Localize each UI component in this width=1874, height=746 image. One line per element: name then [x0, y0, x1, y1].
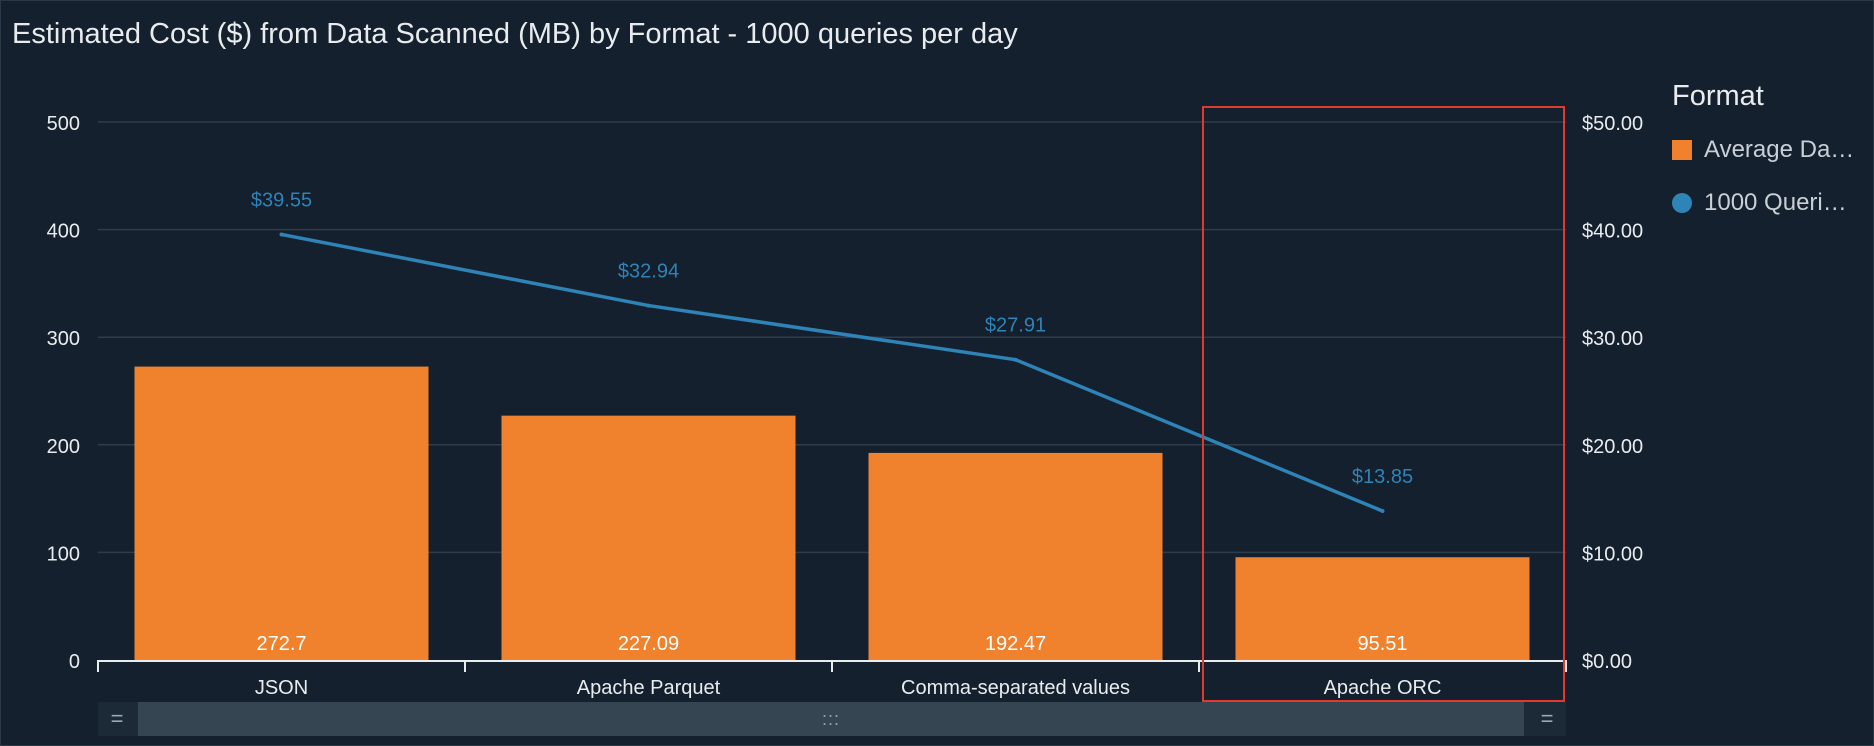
- line-data-label: $32.94: [618, 261, 679, 283]
- scroll-thumb[interactable]: :::: [138, 702, 1524, 736]
- bar-data-label: 272.7: [256, 633, 306, 655]
- legend-item-bar-series[interactable]: Average Da…: [1672, 133, 1872, 167]
- axes: [97, 660, 1567, 672]
- x-category-label: JSON: [255, 677, 308, 699]
- line-point: [279, 232, 284, 237]
- scroll-handle-right[interactable]: =: [1528, 702, 1566, 736]
- legend-swatch-dot: [1672, 193, 1692, 213]
- line-series: $39.55 $32.94 $27.91 $13.85: [251, 189, 1413, 513]
- x-category-label: Apache Parquet: [577, 677, 721, 699]
- y-left-tick-label: 400: [47, 221, 80, 243]
- x-category-label: Comma-separated values: [901, 677, 1130, 699]
- bar-data-label: 227.09: [618, 633, 679, 655]
- legend-label: 1000 Queri…: [1704, 189, 1847, 216]
- highlight-box: [1202, 106, 1565, 702]
- y-right-tick-label: $10.00: [1582, 543, 1643, 565]
- horizontal-scrollbar[interactable]: = ::: =: [98, 702, 1566, 736]
- bar: [501, 415, 796, 660]
- y-right-tick-label: $40.00: [1582, 221, 1643, 243]
- line-point: [1013, 357, 1018, 362]
- y-right-tick-label: $50.00: [1582, 113, 1643, 135]
- y-left-tick-label: 500: [47, 113, 80, 135]
- bar: [868, 452, 1163, 660]
- bar-data-label: 192.47: [985, 633, 1046, 655]
- y-left-tick-label: 100: [47, 543, 80, 565]
- legend-item-line-series[interactable]: 1000 Queri…: [1672, 186, 1872, 220]
- y-right-tick-label: $0.00: [1582, 651, 1632, 673]
- bar-data-label: 95.51: [1357, 633, 1407, 655]
- y-left-tick-label: 0: [69, 651, 80, 673]
- bar: [134, 366, 429, 660]
- legend-label: Average Da…: [1704, 136, 1855, 163]
- scroll-handle-left[interactable]: =: [98, 702, 136, 736]
- legend-title: Format: [1672, 80, 1764, 112]
- x-category-label: Apache ORC: [1324, 677, 1442, 699]
- bar: [1235, 557, 1530, 660]
- legend-swatch-square: [1672, 140, 1692, 160]
- legend: Format Average Da… 1000 Queri…: [1672, 80, 1872, 239]
- y-right-tick-label: $20.00: [1582, 436, 1643, 458]
- line-point: [646, 303, 651, 308]
- bar-series: 272.7 227.09 192.47 95.51: [134, 366, 1530, 660]
- line-point: [1380, 508, 1385, 513]
- line-data-label: $13.85: [1352, 466, 1413, 488]
- line-path: [281, 232, 1384, 513]
- y-left-tick-label: 300: [47, 328, 80, 350]
- line-data-label: $27.91: [985, 315, 1046, 337]
- chart-title: Estimated Cost ($) from Data Scanned (MB…: [12, 18, 1018, 50]
- highlight-rectangle: [1202, 106, 1565, 702]
- y-left-tick-label: 200: [47, 436, 80, 458]
- line-data-label: $39.55: [251, 189, 312, 211]
- tick-labels: 0 $0.00 100 $10.00 200 $20.00 300 $30.00 400 $40.…: [47, 113, 1644, 699]
- y-right-tick-label: $30.00: [1582, 328, 1643, 350]
